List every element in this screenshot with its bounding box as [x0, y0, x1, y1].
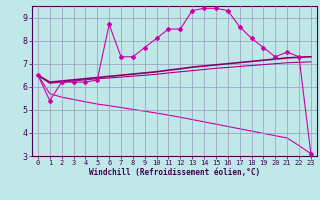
X-axis label: Windchill (Refroidissement éolien,°C): Windchill (Refroidissement éolien,°C) [89, 168, 260, 177]
